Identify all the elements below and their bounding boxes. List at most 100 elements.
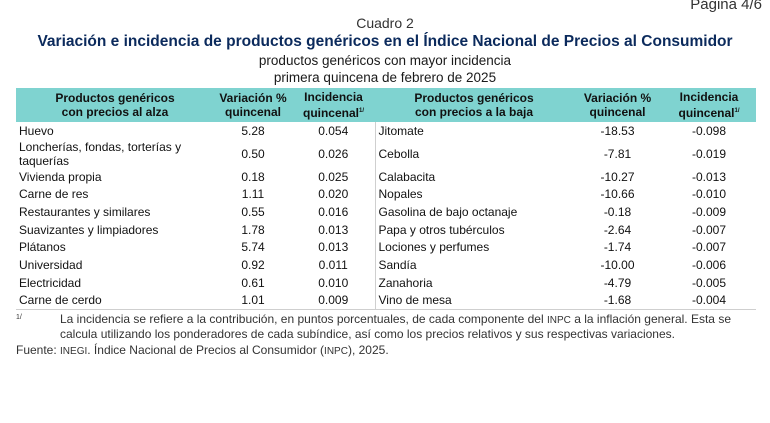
up-variation: 0.61 — [241, 275, 265, 290]
source-line: Fuente: INEGI. Índice Nacional de Precio… — [16, 343, 389, 357]
header-down-products-line2: con precios a la baja — [414, 105, 534, 119]
footnote-marker: 1/ — [734, 108, 740, 114]
down-incidence: -0.006 — [691, 257, 727, 272]
up-variation: 1.11 — [241, 187, 265, 202]
down-product-name: Zanahoria — [374, 273, 573, 292]
up-incidence: 0.011 — [318, 257, 348, 272]
down-incidence: -0.009 — [691, 204, 727, 219]
down-product-name: Lociones y perfumes — [374, 238, 573, 257]
table-row: Restaurantes y similares 0.55 0.016 Gaso… — [16, 203, 756, 221]
up-variation: 1.01 — [214, 291, 292, 311]
down-product-name: Gasolina de bajo octanaje — [374, 203, 573, 221]
down-variation: -1.74 — [603, 240, 632, 255]
footnote: 1/ La incidencia se refiere a la contrib… — [16, 312, 761, 341]
down-variation: -10.66 — [600, 187, 635, 202]
up-incidence: 0.013 — [318, 240, 349, 255]
footnote-marker: 1/ — [359, 108, 365, 114]
footnote-text-after: a la inflación general. Esta se calcula … — [60, 312, 731, 341]
down-product-name: Papa y otros tubérculos — [374, 220, 573, 239]
header-down-variation: Variación % quincenal — [573, 88, 662, 122]
down-incidence: -0.019 — [691, 146, 727, 161]
table-row: Plátanos 5.74 0.013 Lociones y perfumes … — [16, 238, 756, 257]
down-product-name: Sandía — [374, 256, 573, 274]
up-incidence: 0.054 — [318, 123, 349, 138]
page-number: Página 4/6 — [690, 0, 762, 13]
table-row: Carne de res 1.11 0.020 Nopales -10.66 -… — [16, 185, 756, 204]
down-product-name: Calabacita — [374, 167, 573, 186]
header-down-incidence: Incidencia quincenal1/ — [662, 88, 756, 122]
up-variation: 1.78 — [241, 222, 265, 237]
header-down-products-line1: Productos genéricos — [414, 91, 534, 105]
up-product-name: Electricidad — [19, 275, 82, 290]
header-incidence-line2: quincenal — [678, 106, 735, 120]
footnote-mark: 1/ — [16, 314, 22, 321]
source-mid: . Índice Nacional de Precios al Consumid… — [87, 343, 325, 357]
down-variation: -10.00 — [600, 257, 635, 272]
up-product-name: Huevo — [19, 123, 54, 138]
up-incidence: 0.013 — [318, 222, 349, 237]
table-row: Universidad 0.92 0.011 Sandía -10.00 -0.… — [16, 256, 756, 274]
down-variation: -7.81 — [603, 146, 632, 161]
incidence-table: Productos genéricos con precios al alza … — [16, 88, 756, 311]
up-variation: 5.28 — [241, 123, 265, 138]
up-incidence: 0.010 — [318, 275, 349, 290]
up-product-name: Vivienda propia — [19, 169, 102, 184]
page-title: Variación e incidencia de productos gené… — [37, 33, 733, 50]
up-variation: 0.18 — [241, 169, 265, 184]
down-incidence: -0.013 — [691, 169, 727, 184]
down-variation: -1.68 — [573, 291, 662, 311]
up-product-name: Carne de res — [19, 187, 89, 202]
up-product-name: Plátanos — [19, 240, 66, 255]
header-variation-line1: Variación % — [219, 91, 287, 105]
header-up-incidence: Incidencia quincenal1/ — [292, 88, 375, 122]
table-row: Loncherías, fondas, torterías y taquería… — [16, 139, 756, 168]
footnote-text-before: La incidencia se refiere a la contribuci… — [60, 312, 547, 326]
down-variation: -18.53 — [600, 123, 635, 138]
header-up-products-line1: Productos genéricos — [55, 91, 175, 105]
table-row: Carne de cerdo 1.01 0.009 Vino de mesa -… — [16, 291, 756, 311]
source-abbr: INPC — [324, 346, 348, 357]
footnote-abbr: INPC — [546, 315, 571, 326]
down-incidence: -0.007 — [691, 222, 727, 237]
subtitle-line-1: productos genéricos con mayor incidencia — [258, 53, 512, 68]
header-down-products: Productos genéricos con precios a la baj… — [375, 88, 573, 122]
up-variation: 0.92 — [241, 257, 265, 272]
down-incidence: -0.005 — [691, 275, 727, 290]
source-org: INEGI — [60, 346, 88, 357]
up-incidence: 0.016 — [318, 204, 349, 219]
table-row: Huevo 5.28 0.054 Jitomate -18.53 -0.098 — [16, 122, 756, 140]
header-variation-line2: quincenal — [224, 105, 281, 119]
up-incidence: 0.009 — [292, 291, 375, 311]
down-incidence: -0.004 — [662, 291, 756, 311]
header-incidence-line1: Incidencia — [679, 90, 739, 104]
down-product-name: Nopales — [374, 185, 573, 204]
down-incidence: -0.007 — [691, 240, 727, 255]
down-variation: -10.27 — [600, 169, 635, 184]
table-header-row: Productos genéricos con precios al alza … — [16, 88, 756, 122]
up-variation: 5.74 — [241, 240, 265, 255]
table-row: Vivienda propia 0.18 0.025 Calabacita -1… — [16, 167, 756, 186]
header-up-products-line2: con precios al alza — [61, 105, 169, 119]
source-end: ), 2025. — [347, 343, 389, 357]
down-product-name: Cebolla — [374, 139, 573, 168]
down-variation: -0.18 — [603, 204, 632, 219]
up-incidence: 0.026 — [318, 146, 349, 161]
footnote-text: La incidencia se refiere a la contribuci… — [60, 312, 761, 341]
source-label: Fuente: — [16, 343, 61, 357]
up-product-name: Suavizantes y limpiadores — [19, 222, 159, 237]
subtitle-line-2: primera quincena de febrero de 2025 — [273, 70, 497, 85]
table-number: Cuadro 2 — [356, 15, 414, 31]
table-row: Suavizantes y limpiadores 1.78 0.013 Pap… — [16, 220, 756, 239]
up-product-name: Loncherías, fondas, torterías y taquería… — [19, 139, 182, 168]
header-up-variation: Variación % quincenal — [214, 88, 292, 122]
down-variation: -4.79 — [603, 275, 632, 290]
down-variation: -2.64 — [603, 222, 632, 237]
header-up-products: Productos genéricos con precios al alza — [16, 88, 214, 122]
up-variation: 0.55 — [241, 204, 265, 219]
down-product-name: Vino de mesa — [374, 291, 573, 311]
table-row: Electricidad 0.61 0.010 Zanahoria -4.79 … — [16, 273, 756, 292]
up-incidence: 0.025 — [318, 169, 349, 184]
header-incidence-line1: Incidencia — [304, 90, 363, 104]
header-incidence-line2: quincenal — [302, 106, 359, 120]
header-variation-line2: quincenal — [589, 105, 646, 119]
